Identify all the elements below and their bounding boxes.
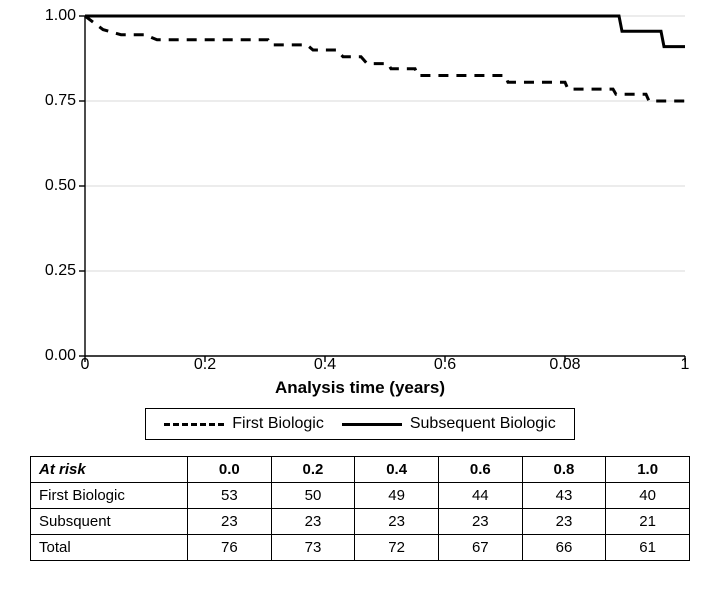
x-tick-label: 0.6 xyxy=(434,356,456,374)
table-cell: 23 xyxy=(271,509,355,535)
table-cell: 50 xyxy=(271,483,355,509)
x-tick-label: 0 xyxy=(81,356,90,374)
table-header-row: At risk 0.0 0.2 0.4 0.6 0.8 1.0 xyxy=(31,457,690,483)
col-header: 0.0 xyxy=(188,457,272,483)
y-tick-label: 1.00 xyxy=(26,7,76,25)
x-axis-title: Analysis time (years) xyxy=(275,378,445,398)
legend-label: First Biologic xyxy=(232,415,324,433)
table-row: Total767372676661 xyxy=(31,535,690,561)
table-cell: 43 xyxy=(522,483,606,509)
table-cell: 67 xyxy=(438,535,522,561)
table-cell: 72 xyxy=(355,535,439,561)
table-cell: 53 xyxy=(188,483,272,509)
y-tick-label: 0.25 xyxy=(26,262,76,280)
x-tick-label: 1 xyxy=(681,356,690,374)
chart-svg xyxy=(30,10,695,366)
table-row: Subsquent232323232321 xyxy=(31,509,690,535)
y-tick-label: 0.50 xyxy=(26,177,76,195)
at-risk-table: At risk 0.0 0.2 0.4 0.6 0.8 1.0 First Bi… xyxy=(30,456,690,561)
table-cell: 21 xyxy=(606,509,690,535)
table-corner: At risk xyxy=(31,457,188,483)
table-cell: 49 xyxy=(355,483,439,509)
row-label: Subsquent xyxy=(31,509,188,535)
x-tick-label: 0.2 xyxy=(194,356,216,374)
col-header: 0.6 xyxy=(438,457,522,483)
table-row: First Biologic535049444340 xyxy=(31,483,690,509)
legend-swatch-dash xyxy=(164,423,224,426)
table-cell: 23 xyxy=(355,509,439,535)
table-cell: 61 xyxy=(606,535,690,561)
legend: First Biologic Subsequent Biologic xyxy=(145,408,575,440)
row-label: Total xyxy=(31,535,188,561)
legend-item-subsequent: Subsequent Biologic xyxy=(342,415,556,433)
legend-item-first: First Biologic xyxy=(164,415,324,433)
col-header: 1.0 xyxy=(606,457,690,483)
table-cell: 76 xyxy=(188,535,272,561)
table-cell: 66 xyxy=(522,535,606,561)
legend-label: Subsequent Biologic xyxy=(410,415,556,433)
table-cell: 40 xyxy=(606,483,690,509)
survival-chart: 0.000.250.500.751.00 00.20.40.60.081 Ana… xyxy=(30,10,690,390)
col-header: 0.2 xyxy=(271,457,355,483)
x-tick-label: 0.08 xyxy=(549,356,580,374)
table-cell: 23 xyxy=(522,509,606,535)
y-tick-label: 0.00 xyxy=(26,347,76,365)
table-cell: 23 xyxy=(438,509,522,535)
x-tick-label: 0.4 xyxy=(314,356,336,374)
table-cell: 23 xyxy=(188,509,272,535)
legend-swatch-solid xyxy=(342,423,402,426)
row-label: First Biologic xyxy=(31,483,188,509)
col-header: 0.8 xyxy=(522,457,606,483)
col-header: 0.4 xyxy=(355,457,439,483)
table-cell: 44 xyxy=(438,483,522,509)
y-tick-label: 0.75 xyxy=(26,92,76,110)
figure-root: 0.000.250.500.751.00 00.20.40.60.081 Ana… xyxy=(0,0,720,606)
table-cell: 73 xyxy=(271,535,355,561)
